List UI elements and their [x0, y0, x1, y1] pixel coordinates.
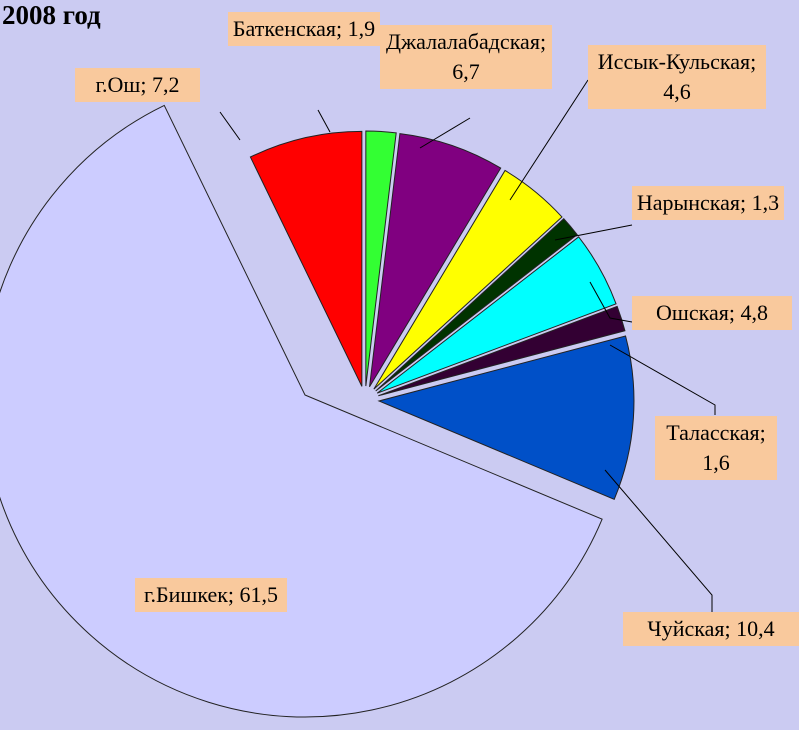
pie-slice — [373, 169, 563, 390]
label-name: Чуйская — [647, 616, 725, 641]
data-label: г.Бишкек; 61,5 — [135, 578, 287, 612]
label-name: г.Бишкек — [143, 582, 228, 607]
label-value: 10,4 — [736, 616, 775, 641]
pie-slice — [249, 130, 363, 387]
label-value: 1,6 — [702, 450, 730, 475]
data-label: г.Ош; 7,2 — [75, 68, 200, 102]
data-label: Нарынская; 1,3 — [632, 186, 784, 220]
leader-lines — [219, 79, 716, 612]
label-value: 61,5 — [239, 582, 279, 607]
pie-slice — [376, 236, 617, 394]
data-label: Таласская; 1,6 — [655, 416, 777, 480]
data-label: Ошская; 4,8 — [632, 296, 792, 330]
data-label: Чуйская; 10,4 — [623, 612, 799, 646]
label-value: 6,7 — [452, 59, 480, 84]
leader-line — [604, 469, 713, 612]
pie-slice — [375, 218, 578, 392]
pie-slice — [377, 335, 635, 500]
data-label: Иссык-Кульская; 4,6 — [588, 45, 766, 109]
label-name: Нарынская — [636, 190, 741, 215]
leader-line — [509, 79, 589, 201]
label-value: 4,8 — [740, 300, 768, 325]
label-value: 1,3 — [751, 190, 780, 215]
label-name: Иссык-Кульская — [597, 49, 751, 74]
label-name: Таласская — [666, 420, 760, 445]
chart-title: 2008 год — [2, 0, 101, 30]
leader-line — [419, 117, 471, 149]
label-name: Джалалабадская — [385, 29, 540, 54]
label-value: 7,2 — [152, 72, 180, 97]
pie-slice — [0, 104, 603, 718]
data-label: Баткенская; 1,9 — [228, 12, 380, 46]
label-name: г.Ош — [95, 72, 141, 97]
label-value: 4,6 — [663, 79, 691, 104]
leader-line — [609, 344, 716, 415]
pie-slice — [378, 305, 626, 397]
leader-line — [317, 109, 331, 133]
leader-line — [219, 111, 241, 141]
label-value: 1,9 — [347, 16, 376, 41]
data-label: Джалалабадская; 6,7 — [380, 25, 552, 89]
leader-line — [589, 281, 633, 323]
label-name: Баткенская — [232, 16, 336, 41]
label-name: Ошская — [656, 300, 729, 325]
pie-slice — [365, 130, 397, 387]
pie-slice — [369, 133, 502, 388]
leader-line — [554, 224, 633, 241]
